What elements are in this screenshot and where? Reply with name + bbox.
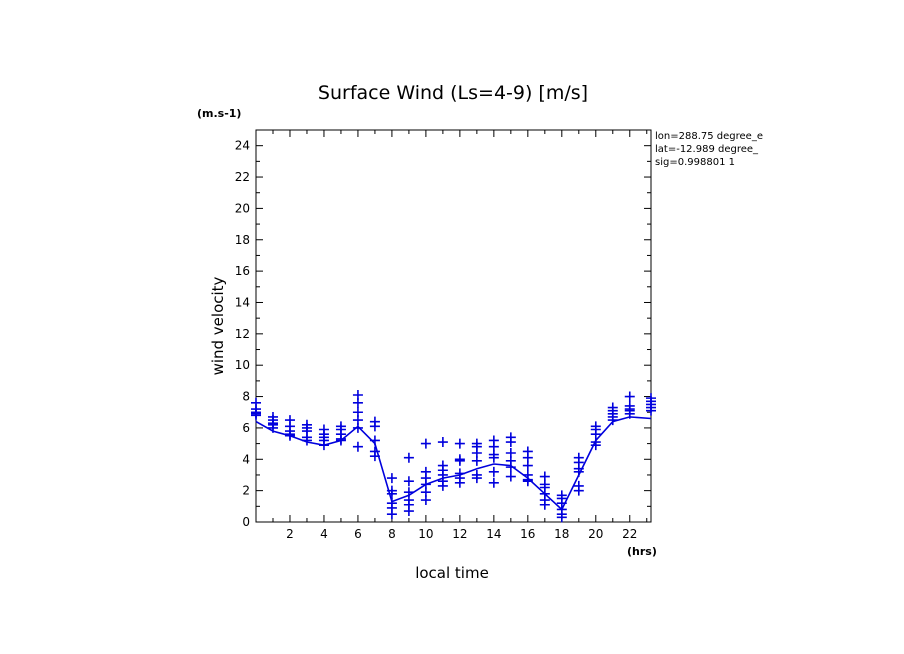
y-tick-label: 6	[242, 421, 250, 435]
data-point	[251, 410, 261, 421]
data-point	[352, 441, 363, 452]
plot-frame	[255, 129, 652, 523]
y-tick-label: 4	[242, 452, 250, 466]
data-point	[369, 421, 380, 432]
x-tick-label: 2	[286, 527, 294, 541]
x-tick-label: 14	[486, 527, 501, 541]
mean-wind-line	[255, 416, 652, 511]
data-point	[607, 415, 618, 426]
x-axis-ticks: 2 4 6 8 10 12 14 16 18 20 22	[272, 130, 648, 541]
x-tick-label: 4	[320, 527, 328, 541]
data-point	[522, 460, 533, 471]
x-tick-label: 8	[388, 527, 396, 541]
data-point	[646, 405, 656, 416]
x-axis-title: local time	[415, 564, 489, 582]
y-tick-label: 18	[235, 233, 250, 247]
data-point	[403, 506, 414, 517]
data-point	[267, 422, 278, 433]
y-tick-label: 20	[235, 201, 250, 215]
data-point	[488, 452, 499, 463]
data-point	[386, 473, 397, 484]
chart-title: Surface Wind (Ls=4-9) [m/s]	[318, 82, 588, 104]
data-point	[590, 440, 601, 451]
data-point	[386, 488, 397, 499]
data-point	[454, 455, 465, 466]
info-line: lon=288.75 degree_e	[655, 131, 763, 142]
data-point	[352, 422, 363, 433]
x-unit-label: (hrs)	[627, 545, 657, 558]
data-point	[437, 437, 448, 448]
y-tick-label: 8	[242, 390, 250, 404]
y-tick-label: 2	[242, 484, 250, 498]
data-point	[352, 397, 363, 408]
data-point	[403, 476, 414, 487]
data-point	[369, 451, 380, 462]
y-tick-label: 24	[235, 139, 250, 153]
data-point	[624, 391, 635, 402]
x-tick-label: 16	[520, 527, 535, 541]
y-unit-label: (m.s-1)	[197, 107, 241, 120]
data-point	[505, 471, 516, 482]
data-point	[488, 466, 499, 477]
x-tick-label: 20	[588, 527, 603, 541]
x-tick-label: 22	[622, 527, 637, 541]
data-point	[284, 430, 295, 441]
data-point	[488, 477, 499, 488]
data-point	[539, 499, 550, 510]
data-point	[318, 440, 329, 451]
info-line: sig=0.998801 1	[655, 157, 735, 168]
data-point	[471, 455, 482, 466]
data-point	[471, 473, 482, 484]
data-point	[556, 512, 567, 523]
y-tick-label: 14	[235, 295, 250, 309]
y-tick-label: 12	[235, 327, 250, 341]
data-point	[573, 485, 584, 496]
x-tick-label: 6	[354, 527, 362, 541]
data-point	[335, 435, 346, 446]
data-point	[624, 408, 635, 419]
y-axis-title: wind velocity	[209, 276, 227, 375]
y-tick-label: 0	[242, 515, 250, 529]
data-point	[403, 452, 414, 463]
data-point	[522, 476, 533, 487]
x-tick-label: 12	[452, 527, 467, 541]
wind-markers	[251, 389, 656, 523]
data-point	[301, 435, 312, 446]
data-point	[573, 466, 584, 477]
data-point	[505, 437, 516, 448]
data-point	[420, 495, 431, 506]
data-point	[369, 435, 380, 446]
info-line: lat=-12.989 degree_	[655, 144, 759, 155]
y-tick-label: 16	[235, 264, 250, 278]
data-point	[386, 509, 397, 520]
y-tick-label: 22	[235, 170, 250, 184]
data-point	[454, 477, 465, 488]
data-point	[454, 438, 465, 449]
data-point	[505, 462, 516, 473]
data-point	[420, 438, 431, 449]
data-point	[251, 397, 261, 408]
series-line	[255, 416, 652, 511]
x-tick-label: 10	[418, 527, 433, 541]
info-block: lon=288.75 degree_e lat=-12.989 degree_ …	[655, 131, 763, 168]
x-tick-label: 18	[554, 527, 569, 541]
data-point	[437, 480, 448, 491]
y-tick-label: 10	[235, 358, 250, 372]
